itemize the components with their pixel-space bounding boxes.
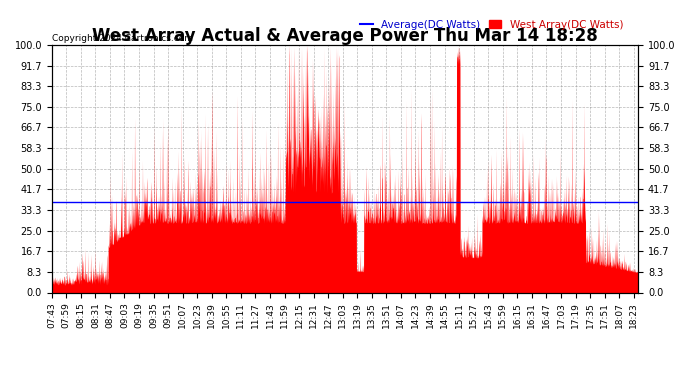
Title: West Array Actual & Average Power Thu Mar 14 18:28: West Array Actual & Average Power Thu Ma… xyxy=(92,27,598,45)
Legend: Average(DC Watts), West Array(DC Watts): Average(DC Watts), West Array(DC Watts) xyxy=(356,15,627,34)
Text: Copyright 2024 Cartronics.com: Copyright 2024 Cartronics.com xyxy=(52,34,193,43)
